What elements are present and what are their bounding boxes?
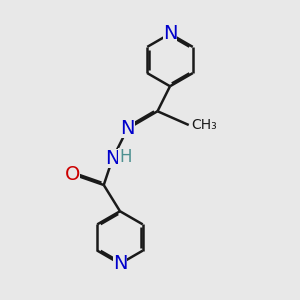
Text: CH₃: CH₃ (191, 118, 217, 132)
Bar (116, 260, 124, 267)
Bar (68, 172, 77, 178)
Text: O: O (65, 166, 80, 184)
Text: H: H (119, 148, 132, 166)
Text: N: N (163, 24, 177, 43)
Bar (166, 30, 175, 37)
Bar (123, 125, 132, 132)
Text: N: N (120, 119, 135, 138)
Text: N: N (105, 149, 120, 168)
Bar (108, 155, 117, 162)
Text: N: N (113, 254, 127, 273)
